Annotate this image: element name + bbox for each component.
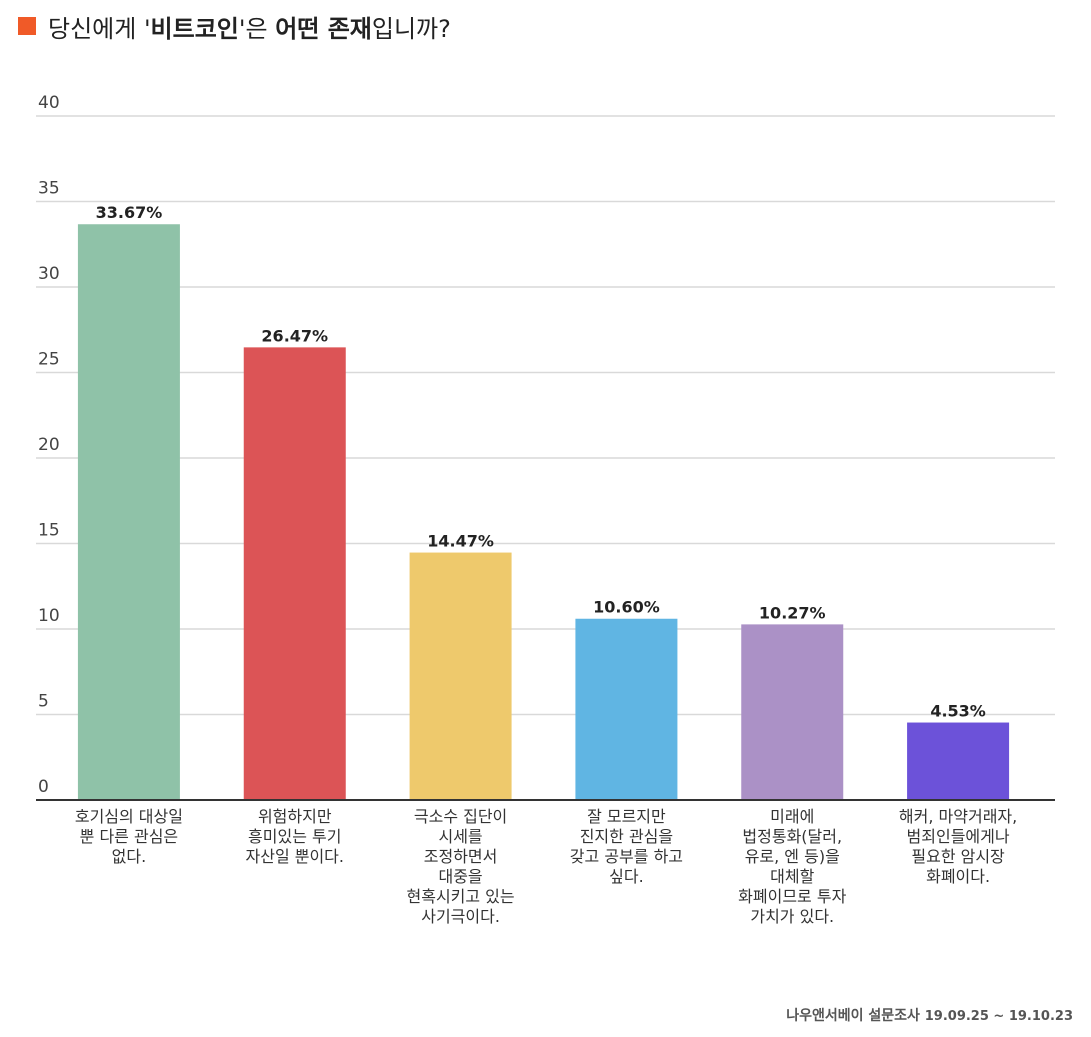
- y-tick-label-35: 35: [38, 179, 60, 199]
- x-tick-label-2-line-0: 극소수 집단이: [414, 807, 507, 826]
- x-tick-label-1-line-2: 자산일 뿐이다.: [246, 847, 345, 866]
- bar-2: [409, 552, 512, 800]
- chart-title: 당신에게 '비트코인'은 어떤 존재입니까?: [48, 9, 451, 44]
- x-tick-label-0-line-1: 뿐 다른 관심은: [80, 827, 179, 846]
- x-tick-label-5-line-2: 필요한 암시장: [911, 847, 1005, 866]
- x-tick-label-3-line-3: 싶다.: [609, 867, 644, 886]
- x-tick-label-5-line-0: 해커, 마약거래자,: [899, 807, 1017, 826]
- y-tick-label-10: 10: [38, 606, 60, 626]
- y-tick-label-5: 5: [38, 692, 49, 712]
- bar-1: [243, 347, 346, 800]
- x-tick-label-2-line-5: 사기극이다.: [421, 907, 500, 926]
- x-tick-label-2: 극소수 집단이 시세를 조정하면서 대중을 현혹시키고 있는 사기극이다.: [407, 807, 515, 926]
- x-tick-label-4-line-2: 유로, 엔 등)을: [745, 847, 840, 866]
- x-tick-label-4-line-1: 법정통화(달러,: [742, 827, 842, 846]
- x-tick-label-3-line-0: 잘 모르지만: [587, 807, 666, 826]
- data-label-1: 26.47%: [261, 326, 328, 345]
- title-part-1: 비트코인: [150, 14, 239, 43]
- x-tick-label-1-line-0: 위험하지만: [258, 807, 332, 826]
- bar-3: [575, 618, 678, 800]
- x-tick-label-4-line-3: 대체할: [770, 867, 814, 886]
- x-tick-label-4-line-4: 화폐이므로 투자: [738, 887, 846, 906]
- x-tick-label-3-line-2: 갖고 공부를 하고: [570, 847, 683, 866]
- x-tick-label-2-line-4: 현혹시키고 있는: [407, 887, 515, 906]
- x-tick-label-2-line-3: 대중을: [438, 867, 482, 886]
- x-tick-label-0-line-2: 없다.: [112, 847, 147, 866]
- bar-0: [77, 224, 180, 801]
- y-tick-label-15: 15: [38, 521, 60, 541]
- bar-4: [741, 624, 844, 800]
- x-tick-label-1: 위험하지만 흥미있는 투기 자산일 뿐이다.: [246, 807, 345, 866]
- data-label-5: 4.53%: [930, 702, 986, 721]
- x-tick-label-5-line-1: 범죄인들에게나: [907, 827, 1010, 846]
- title-part-3: 어떤 존재: [275, 14, 372, 43]
- title-part-0: 당신에게 ': [48, 14, 151, 43]
- x-tick-label-4-line-0: 미래에: [770, 807, 814, 826]
- title-marker-square: [18, 17, 36, 35]
- data-label-3: 10.60%: [593, 598, 660, 617]
- x-tick-label-3: 잘 모르지만 진지한 관심을 갖고 공부를 하고 싶다.: [570, 807, 683, 886]
- x-tick-label-0-line-0: 호기심의 대상일: [75, 807, 183, 826]
- y-tick-label-0: 0: [38, 777, 49, 797]
- source-label: 나우앤서베이 설문조사: [786, 1008, 920, 1024]
- x-tick-label-4-line-5: 가치가 있다.: [750, 907, 834, 926]
- data-label-2: 14.47%: [427, 532, 494, 551]
- y-tick-label-30: 30: [38, 264, 60, 284]
- chart-title-row: 당신에게 '비트코인'은 어떤 존재입니까?: [18, 8, 451, 44]
- x-tick-label-2-line-1: 시세를: [438, 827, 482, 846]
- x-tick-label-1-line-1: 흥미있는 투기: [248, 827, 341, 846]
- title-part-2: '은: [238, 14, 276, 43]
- x-tick-label-5-line-3: 화폐이다.: [926, 867, 990, 886]
- data-label-4: 10.27%: [759, 603, 826, 622]
- source-note: 나우앤서베이 설문조사 19.09.25 ~ 19.10.23: [786, 1005, 1073, 1025]
- y-tick-label-40: 40: [38, 93, 60, 113]
- y-tick-label-25: 25: [38, 350, 60, 370]
- source-dates: 19.09.25 ~ 19.10.23: [924, 1009, 1073, 1024]
- x-tick-label-0: 호기심의 대상일 뿐 다른 관심은 없다.: [75, 807, 183, 866]
- title-part-4: 입니까?: [371, 14, 451, 43]
- data-label-0: 33.67%: [96, 203, 163, 222]
- x-tick-label-5: 해커, 마약거래자, 범죄인들에게나 필요한 암시장 화폐이다.: [899, 807, 1017, 886]
- x-tick-label-3-line-1: 진지한 관심을: [580, 827, 673, 846]
- y-tick-label-20: 20: [38, 435, 60, 455]
- x-tick-label-2-line-2: 조정하면서: [424, 847, 498, 866]
- x-tick-label-4: 미래에 법정통화(달러, 유로, 엔 등)을 대체할 화폐이므로 투자 가치가 있다.: [738, 807, 846, 926]
- bar-5: [907, 722, 1010, 800]
